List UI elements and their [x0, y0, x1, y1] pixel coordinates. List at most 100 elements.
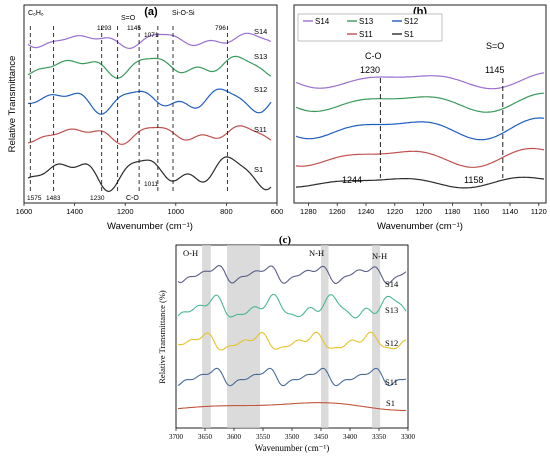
b-annot-1158: 1158	[464, 175, 483, 185]
panel-c: (c) O-H N-H N-H 3700 3650 3600 3550 3500 3450…	[157, 234, 416, 453]
x-tick-label: 3450	[314, 433, 329, 441]
annot-1071: 1071	[144, 32, 159, 39]
x-tick-label: 1200	[117, 207, 134, 216]
spectrum-s1	[27, 156, 272, 193]
c-label-s11: S11	[385, 377, 398, 387]
spectrum-s1	[177, 402, 406, 411]
panel-b-x-ticks: 1280 1260 1240 1220 1200 1180 1160 1140 1120	[300, 203, 547, 216]
a-label-s11: S11	[254, 125, 267, 134]
panel-a-label: (a)	[144, 6, 158, 18]
x-tick-label: 3600	[227, 433, 242, 441]
panel-a-x-ticks: 1600 1400 1200 1000 800 600	[16, 203, 284, 216]
x-tick-label: 1180	[444, 207, 460, 216]
x-tick-label: 1220	[386, 207, 403, 216]
a-label-s14: S14	[254, 27, 267, 36]
annot-1293: 1293	[97, 25, 112, 32]
x-tick-label: 800	[220, 207, 233, 216]
spectrum-s11	[295, 147, 545, 168]
x-tick-label: 3300	[401, 433, 416, 441]
a-label-s1: S1	[254, 165, 263, 174]
spectrum-s13	[177, 293, 407, 319]
c-label-s1: S1	[386, 398, 395, 408]
x-tick-label: 3550	[256, 433, 271, 441]
b-annot-1145: 1145	[485, 65, 504, 75]
annot-796: 796	[215, 25, 226, 32]
annot-si-o-si: Si-O-Si	[172, 10, 195, 17]
panel-a-frame	[23, 4, 278, 204]
annot-c-o: C-O	[126, 195, 139, 202]
band-label-nh-1: N-H	[309, 248, 324, 258]
panel-a-xlabel: Wavenumber (cm⁻¹)	[107, 221, 193, 232]
panel-a-ylabel: Relative Transmittance	[7, 56, 18, 153]
x-tick-label: 1600	[16, 207, 33, 216]
b-annot-1230: 1230	[360, 65, 380, 75]
x-tick-label: 3650	[198, 433, 213, 441]
spectrum-s14	[295, 72, 545, 90]
spectrum-s11	[27, 125, 272, 145]
x-tick-label: 3400	[343, 433, 358, 441]
panel-b-frame	[293, 4, 547, 204]
annot-1483: 1483	[46, 195, 61, 202]
spectrum-s13	[295, 92, 545, 113]
x-tick-label: 1260	[329, 207, 346, 216]
highlight-band	[202, 245, 211, 428]
annot-c6h6: C₆H₆	[28, 10, 44, 17]
spectrum-s11	[177, 367, 407, 387]
band-label-oh: O-H	[183, 248, 198, 258]
annot-1145: 1145	[127, 25, 141, 32]
legend-box	[297, 13, 443, 42]
panel-b-legend: S14 S13 S12 S11 S1	[297, 13, 443, 42]
spectrum-s12	[295, 117, 545, 141]
panel-a-curves	[27, 32, 272, 193]
highlight-band	[321, 245, 329, 428]
x-tick-label: 600	[271, 207, 284, 216]
legend-s13: S13	[359, 17, 374, 26]
spectrum-s14	[177, 265, 407, 285]
spectrum-s1	[295, 176, 545, 189]
x-tick-label: 1000	[167, 207, 184, 216]
b-annot-s-o: S=O	[486, 41, 504, 51]
x-tick-label: 1400	[66, 207, 83, 216]
panel-a-dashed-lines	[29, 26, 228, 193]
panel-b-curves	[295, 72, 545, 189]
x-tick-label: 1200	[415, 207, 432, 216]
panel-c-curves	[177, 265, 407, 411]
panel-c-x-ticks: 3700 3650 3600 3550 3500 3450 3400 3350 3300	[169, 428, 416, 441]
highlight-band	[372, 245, 381, 428]
x-tick-label: 1120	[531, 207, 547, 216]
spectrum-s13	[27, 55, 272, 79]
panel-c-label: (c)	[279, 234, 292, 246]
spectrum-s14	[27, 32, 272, 50]
b-annot-1244: 1244	[342, 175, 362, 185]
panel-c-xlabel: Wavenumber (cm⁻¹)	[255, 443, 329, 453]
x-tick-label: 3350	[372, 433, 387, 441]
a-label-s13: S13	[254, 52, 267, 61]
annot-1011: 1011	[144, 181, 158, 188]
b-annot-c-o: C-O	[365, 51, 382, 61]
spectrum-s12	[178, 331, 407, 351]
panel-c-bands	[202, 245, 381, 428]
annot-1575: 1575	[27, 195, 42, 202]
x-tick-label: 1240	[358, 207, 375, 216]
legend-s12: S12	[404, 17, 419, 26]
a-label-s12: S12	[254, 85, 267, 94]
panel-a: (a) 1600 1400 1200 1000 800 600 C₆H₆ 1293 S=O…	[7, 4, 284, 232]
c-label-s12: S12	[385, 338, 398, 348]
panel-b: (b) 1280 1260 1240 1220 1200 1180 1160 1140 1120…	[293, 4, 547, 232]
band-label-nh-2: N-H	[372, 251, 387, 261]
c-label-s13: S13	[385, 305, 398, 315]
spectrum-s12	[27, 88, 272, 115]
x-tick-label: 1140	[502, 207, 518, 216]
panel-b-xlabel: Wavenumber (cm⁻¹)	[377, 221, 463, 232]
legend-s11: S11	[359, 30, 373, 39]
x-tick-label: 3700	[169, 433, 184, 441]
legend-s14: S14	[315, 17, 330, 26]
annot-s-o: S=O	[121, 15, 136, 22]
x-tick-label: 1280	[300, 207, 317, 216]
x-tick-label: 3500	[285, 433, 300, 441]
c-label-s14: S14	[385, 279, 399, 289]
panel-b-dashed-lines	[379, 78, 504, 178]
highlight-band	[227, 245, 261, 428]
x-tick-label: 1160	[473, 207, 489, 216]
